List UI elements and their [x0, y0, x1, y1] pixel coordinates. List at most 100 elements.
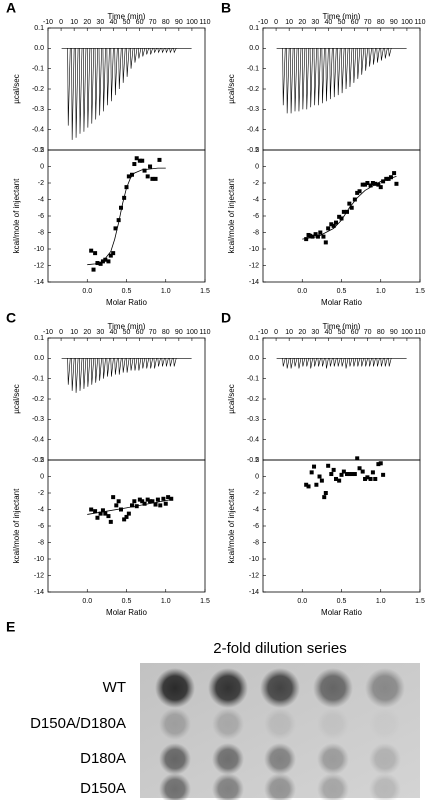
data-point	[326, 226, 331, 231]
x-tick-label: 110	[414, 329, 425, 336]
data-point	[365, 475, 370, 480]
data-point	[337, 478, 342, 483]
data-point	[341, 469, 346, 474]
injection-peak	[384, 358, 388, 367]
injection-peak	[360, 358, 365, 367]
x-axis-label: Time (min)	[323, 322, 361, 331]
data-point	[129, 172, 134, 177]
y-tick-label: -0.5	[32, 457, 44, 464]
data-point	[373, 476, 378, 481]
data-point	[331, 467, 336, 472]
data-point	[116, 499, 121, 504]
plot-frame	[47, 337, 206, 461]
x-tick-label: 70	[149, 19, 157, 26]
data-point	[145, 497, 150, 502]
injection-peak	[94, 48, 98, 120]
x-tick-label: 10	[70, 329, 78, 336]
injection-peak	[356, 48, 361, 79]
injection-peak	[71, 358, 75, 391]
x-tick-label: 10	[285, 329, 293, 336]
blot-spot	[317, 743, 349, 775]
y-tick-label: 2	[40, 457, 44, 464]
blot-spot	[208, 668, 248, 708]
injection-peak	[126, 48, 130, 77]
data-point	[384, 176, 389, 181]
y-tick-label: -14	[34, 279, 44, 286]
injection-peak	[325, 48, 329, 102]
data-point	[312, 464, 317, 469]
y-tick-label: -0.4	[247, 127, 259, 134]
data-point	[373, 181, 378, 186]
plot-frame	[262, 149, 421, 283]
injection-peak	[122, 358, 126, 373]
x-tick-label: 1.0	[161, 288, 171, 295]
injection-peak	[79, 48, 83, 134]
injection-peak	[305, 358, 310, 367]
y-tick-label: -14	[34, 589, 44, 596]
data-point	[309, 470, 314, 475]
injection-peak	[75, 48, 79, 138]
injection-peak	[90, 358, 95, 385]
injection-peak	[165, 48, 169, 54]
injection-peak	[98, 48, 102, 116]
injection-peak	[173, 48, 177, 54]
y-tick-label: -2	[253, 490, 259, 497]
row-label: D150A/D180A	[30, 715, 126, 732]
blot-spot	[369, 708, 401, 740]
injection-peak	[86, 48, 91, 128]
data-point	[355, 190, 360, 195]
injection-peak	[157, 48, 161, 54]
data-point	[163, 501, 168, 506]
data-point	[318, 230, 323, 235]
data-point	[329, 472, 334, 477]
injection-peak	[102, 48, 106, 112]
injection-peak	[134, 48, 138, 63]
y-tick-label: -0.2	[247, 396, 259, 403]
x-tick-label: 20	[298, 19, 306, 26]
data-point	[323, 240, 328, 245]
data-point	[368, 183, 373, 188]
data-point	[314, 482, 319, 487]
y-tick-label: -12	[34, 572, 44, 579]
injection-peak	[368, 358, 372, 367]
x-axis-label: Molar Ratio	[321, 608, 362, 617]
data-point	[357, 189, 362, 194]
y-tick-label: -4	[38, 196, 44, 203]
injection-peak	[67, 48, 71, 126]
data-point	[304, 482, 309, 487]
y-axis-label: µcal/sec	[227, 384, 236, 414]
x-tick-label: 90	[175, 329, 183, 336]
x-tick-label: 1.5	[200, 288, 210, 295]
y-tick-label: -0.5	[32, 147, 44, 154]
x-tick-label: 110	[199, 19, 210, 26]
y-tick-label: -0.1	[32, 66, 44, 73]
data-point	[378, 461, 383, 466]
injection-peak	[380, 358, 384, 367]
y-tick-label: 0	[255, 473, 259, 480]
x-tick-label: 90	[390, 19, 398, 26]
injection-peak	[388, 358, 392, 367]
injection-peak	[298, 358, 302, 369]
x-tick-label: 30	[96, 329, 104, 336]
y-tick-label: -0.1	[247, 66, 259, 73]
blot-spot	[264, 773, 296, 800]
blot-spot	[155, 668, 195, 708]
data-point	[114, 503, 119, 508]
injection-peak	[368, 48, 372, 67]
data-point	[166, 495, 171, 500]
y-tick-label: -8	[253, 539, 259, 546]
injection-peak	[114, 358, 118, 375]
data-point	[98, 511, 103, 516]
injection-peak	[83, 48, 87, 132]
x-tick-label: -10	[258, 19, 268, 26]
data-point	[319, 478, 324, 483]
injection-peak	[137, 48, 142, 59]
data-point	[126, 174, 131, 179]
data-point	[347, 201, 352, 206]
x-tick-label: 40	[110, 329, 118, 336]
data-point	[103, 511, 108, 516]
x-tick-label: 50	[338, 329, 346, 336]
y-tick-label: -4	[253, 506, 259, 513]
injection-peak	[161, 358, 165, 367]
x-tick-label: 60	[351, 329, 359, 336]
